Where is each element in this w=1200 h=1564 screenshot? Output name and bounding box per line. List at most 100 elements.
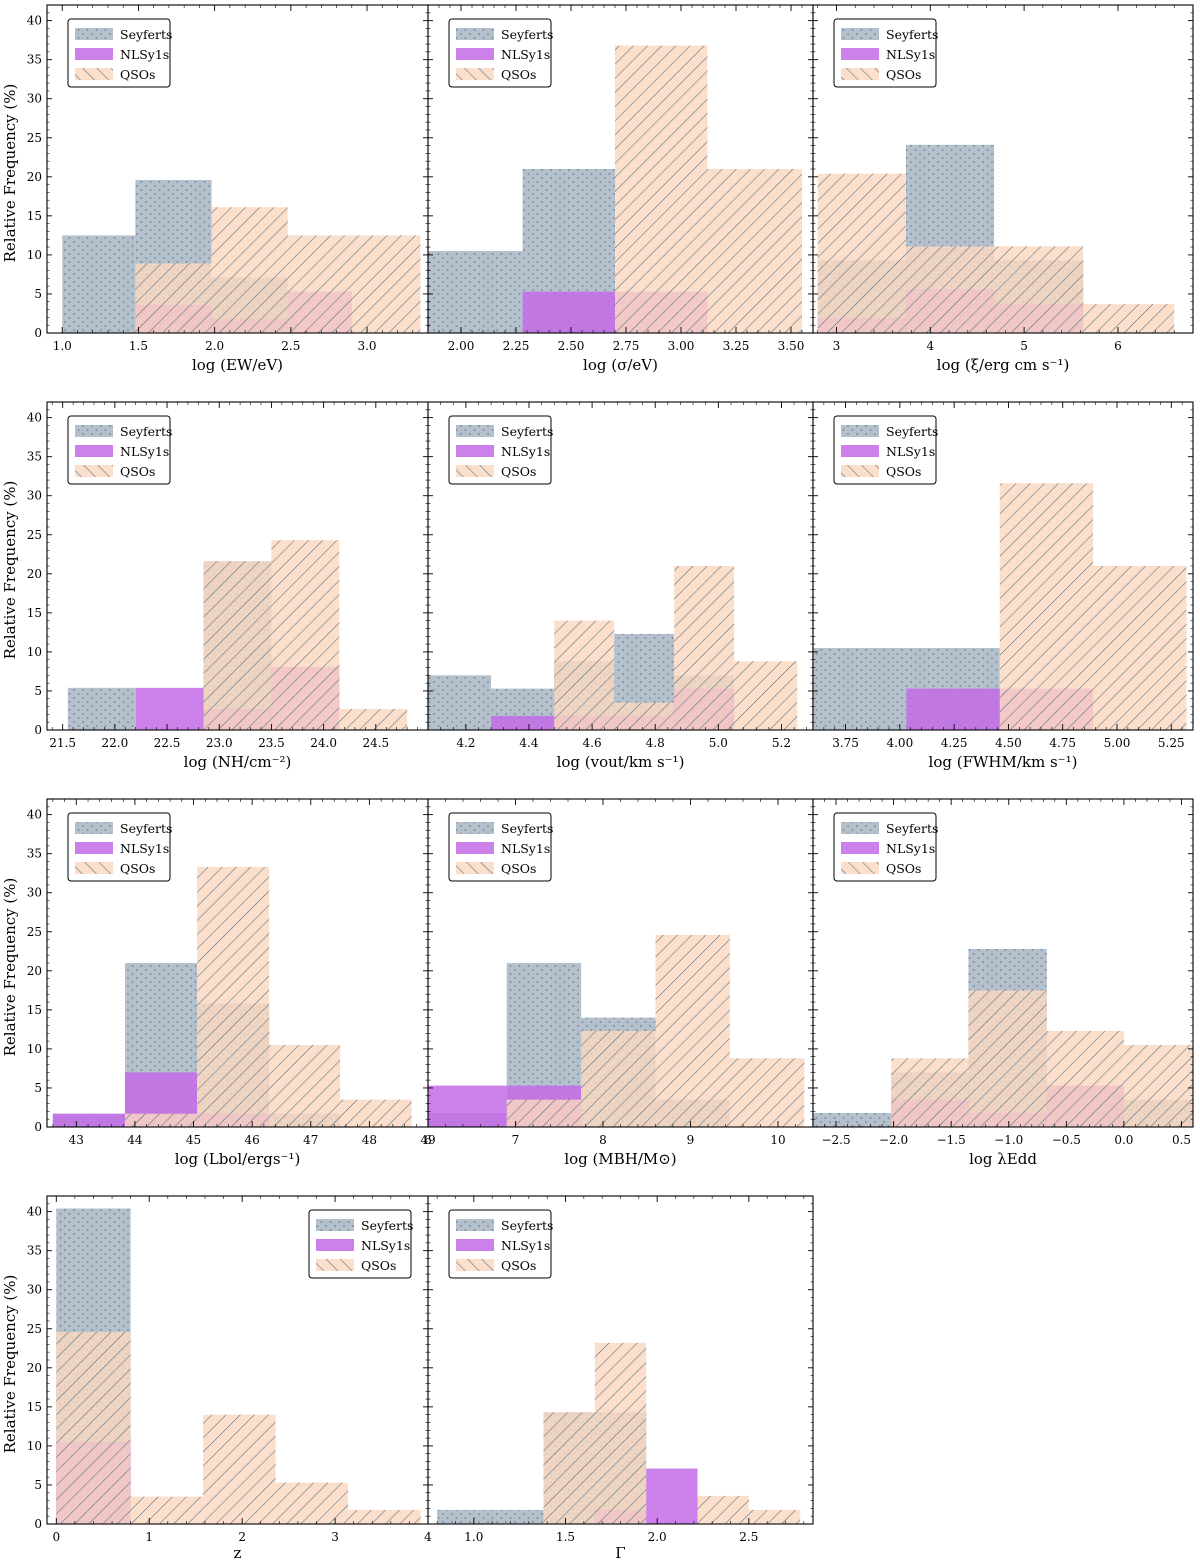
x-tick-label: 4.00	[886, 736, 913, 750]
y-tick-label: 30	[27, 886, 42, 900]
x-tick-label: 4.8	[646, 736, 665, 750]
bar-qsos-hatch	[203, 1414, 276, 1524]
y-tick-label: 10	[27, 1439, 42, 1453]
y-tick-label: 40	[27, 411, 42, 425]
y-axis-label-row-3: Relative Frequency (%)	[1, 878, 19, 1057]
x-tick-label: 22.0	[101, 736, 128, 750]
x-axis-label: log (EW/eV)	[192, 356, 283, 374]
legend-label: Seyferts	[120, 424, 172, 439]
x-tick-label: −0.5	[1052, 1133, 1081, 1147]
legend-label: QSOs	[120, 861, 155, 876]
bar-qsos-hatch	[339, 708, 408, 730]
y-tick-label: 10	[27, 645, 42, 659]
y-tick-label: 5	[34, 1478, 42, 1492]
y-tick-label: 40	[27, 808, 42, 822]
bar-qsos-hatch	[124, 1113, 198, 1127]
legend-swatch-qsos-hatch	[75, 862, 113, 874]
x-tick-label: 5.25	[1158, 736, 1185, 750]
y-tick-label: 0	[34, 326, 42, 340]
x-tick-label: 2.00	[448, 339, 475, 353]
legend-swatch-qsos-hatch	[841, 465, 879, 477]
panel-lbol: 0 5 10 15 20 25 30 35 40 43 44 45 46 47 48 49 log (Lbol/…	[27, 798, 436, 1168]
y-tick-label: 20	[27, 170, 42, 184]
y-tick-label: 15	[27, 1003, 42, 1017]
panel-xi: 3 4 5 6 log (ξ/erg cm s⁻¹) Seyferts NLSy1s QSOs	[812, 4, 1194, 374]
bar-qsos-hatch	[203, 561, 272, 730]
legend-label: NLSy1s	[886, 47, 935, 62]
y-tick-label: 5	[34, 287, 42, 301]
x-tick-label: 2.0	[205, 339, 224, 353]
bar-qsos-hatch	[211, 207, 288, 333]
x-tick-label: 5	[1020, 339, 1028, 353]
legend-label: Seyferts	[501, 424, 553, 439]
x-tick-label: 45	[186, 1133, 201, 1147]
x-axis-label: log (FWHM/km s⁻¹)	[929, 753, 1078, 771]
bar-qsos-hatch	[1083, 304, 1175, 333]
x-axis-label: z	[234, 1544, 242, 1562]
bar-qsos-hatch	[348, 1509, 421, 1524]
bar-nlsy1s	[522, 291, 615, 333]
x-axis-label: log (Lbol/ergs⁻¹)	[175, 1150, 301, 1168]
x-tick-label: 2	[238, 1530, 246, 1544]
y-tick-label: 25	[27, 131, 42, 145]
legend-swatch-qsos-hatch	[75, 465, 113, 477]
legend-swatch-seyferts	[456, 425, 494, 437]
panel-z: 0 5 10 15 20 25 30 35 40 0 1 2 3 4 z Seyferts NLSy1s QSOs	[27, 1195, 432, 1562]
y-tick-label: 15	[27, 209, 42, 223]
legend-swatch-nlsy1s	[456, 48, 494, 60]
legend-label: QSOs	[361, 1258, 396, 1273]
bar-qsos-hatch	[506, 1099, 582, 1127]
y-tick-label: 25	[27, 925, 42, 939]
legend: Seyferts NLSy1s QSOs	[67, 415, 172, 485]
x-tick-label: 5.00	[1104, 736, 1131, 750]
bar-qsos-hatch	[748, 1509, 801, 1524]
x-tick-label: 2.75	[613, 339, 640, 353]
bar-qsos-hatch	[707, 169, 802, 333]
legend-swatch-qsos-hatch	[456, 68, 494, 80]
legend-label: QSOs	[501, 1258, 536, 1273]
bar-nlsy1s	[52, 1113, 125, 1127]
legend-label: QSOs	[501, 67, 536, 82]
bar-qsos-hatch	[655, 934, 730, 1127]
legend-swatch-seyferts	[841, 425, 879, 437]
bar-nlsy1s	[491, 715, 555, 730]
panel-gamma: 1.0 1.5 2.0 2.5 Γ Seyferts NLSy1s QSOs	[427, 1195, 814, 1562]
legend-label: QSOs	[886, 67, 921, 82]
x-tick-label: 22.5	[154, 736, 181, 750]
x-tick-label: 5.2	[772, 736, 791, 750]
x-tick-label: 47	[303, 1133, 318, 1147]
bar-qsos-hatch	[968, 990, 1047, 1127]
legend-swatch-nlsy1s	[75, 445, 113, 457]
x-tick-label: −2.0	[879, 1133, 908, 1147]
y-tick-label: 0	[34, 723, 42, 737]
bar-qsos-hatch	[135, 263, 212, 333]
y-tick-label: 15	[27, 606, 42, 620]
x-tick-label: 46	[245, 1133, 260, 1147]
y-tick-label: 25	[27, 528, 42, 542]
bar-qsos-hatch	[817, 173, 906, 333]
y-tick-label: 0	[34, 1120, 42, 1134]
legend-swatch-qsos-hatch	[75, 68, 113, 80]
x-tick-label: −1.0	[994, 1133, 1023, 1147]
panel-fwhm: 3.75 4.00 4.25 4.50 4.75 5.00 5.25 log (FWHM/km…	[812, 401, 1194, 771]
x-axis-label: log (vout/km s⁻¹)	[557, 753, 685, 771]
x-tick-label: 2.5	[281, 339, 300, 353]
y-tick-label: 20	[27, 567, 42, 581]
bar-nlsy1s	[428, 1085, 507, 1127]
x-tick-label: 1.5	[129, 339, 148, 353]
x-tick-label: 3.00	[668, 339, 695, 353]
x-tick-label: 4.6	[583, 736, 602, 750]
legend: Seyferts NLSy1s QSOs	[448, 812, 553, 882]
x-tick-label: 9	[687, 1133, 695, 1147]
x-tick-label: 48	[362, 1133, 377, 1147]
legend: Seyferts NLSy1s QSOs	[67, 18, 172, 88]
legend: Seyferts NLSy1s QSOs	[833, 812, 938, 882]
legend-label: Seyferts	[501, 821, 553, 836]
legend-label: Seyferts	[120, 821, 172, 836]
bar-qsos-hatch	[287, 235, 421, 333]
legend-label: NLSy1s	[501, 841, 550, 856]
y-tick-label: 40	[27, 1205, 42, 1219]
legend-label: QSOs	[120, 67, 155, 82]
legend-label: NLSy1s	[886, 841, 935, 856]
x-tick-label: 44	[127, 1133, 143, 1147]
